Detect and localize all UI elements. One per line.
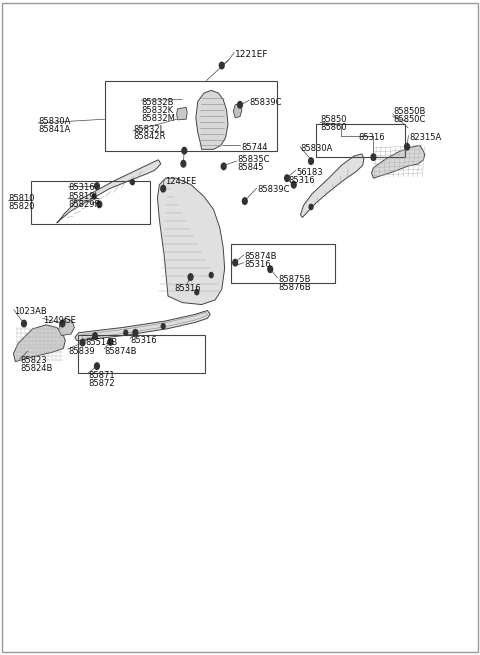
Text: 85819L: 85819L <box>68 192 99 201</box>
Text: 85842R: 85842R <box>133 132 166 141</box>
Text: 85316: 85316 <box>358 133 384 142</box>
Polygon shape <box>300 154 364 217</box>
Text: 85316: 85316 <box>68 183 95 193</box>
Text: 85316: 85316 <box>131 336 157 345</box>
Circle shape <box>95 183 99 189</box>
Text: 85832L: 85832L <box>133 124 165 134</box>
Text: 85850: 85850 <box>321 115 347 124</box>
Polygon shape <box>372 145 425 178</box>
Circle shape <box>233 259 238 266</box>
Bar <box>316 124 405 157</box>
Text: 85839C: 85839C <box>257 185 290 195</box>
Polygon shape <box>75 310 210 341</box>
Circle shape <box>108 339 113 345</box>
Text: 85823: 85823 <box>20 356 47 365</box>
Polygon shape <box>57 160 161 223</box>
Circle shape <box>238 102 242 108</box>
Text: 85875B: 85875B <box>278 275 311 284</box>
Circle shape <box>181 160 186 167</box>
Text: 85316: 85316 <box>245 260 271 269</box>
Text: 85850C: 85850C <box>394 115 426 124</box>
Text: 85810: 85810 <box>9 194 35 203</box>
Text: 85316: 85316 <box>174 284 201 293</box>
Circle shape <box>124 330 128 335</box>
Circle shape <box>371 154 376 160</box>
Text: 85874B: 85874B <box>245 252 277 261</box>
Circle shape <box>92 194 96 199</box>
Circle shape <box>133 329 138 336</box>
Text: 85514B: 85514B <box>85 338 118 347</box>
Text: 85830A: 85830A <box>38 117 71 126</box>
Circle shape <box>97 201 102 208</box>
Text: 85824B: 85824B <box>20 364 52 373</box>
Bar <box>231 244 335 283</box>
Bar <box>105 81 277 151</box>
Circle shape <box>285 175 289 181</box>
Circle shape <box>22 320 26 327</box>
Circle shape <box>195 290 199 295</box>
Text: 85820: 85820 <box>9 202 35 211</box>
Text: 85845: 85845 <box>237 162 264 172</box>
Text: 82315A: 82315A <box>409 133 441 142</box>
Polygon shape <box>157 178 225 305</box>
Polygon shape <box>196 90 228 149</box>
Text: 85871: 85871 <box>88 371 115 380</box>
Polygon shape <box>13 325 65 362</box>
Text: 85744: 85744 <box>241 143 267 152</box>
Text: 85839: 85839 <box>68 346 95 356</box>
Circle shape <box>182 147 187 154</box>
Text: 85835C: 85835C <box>237 155 270 164</box>
Text: 1023AB: 1023AB <box>14 307 47 316</box>
Circle shape <box>188 274 193 280</box>
Circle shape <box>405 143 409 150</box>
Circle shape <box>93 333 97 339</box>
Text: 85830A: 85830A <box>300 144 333 153</box>
Circle shape <box>209 272 213 278</box>
Circle shape <box>161 324 165 329</box>
Circle shape <box>131 179 134 185</box>
Circle shape <box>221 163 226 170</box>
Circle shape <box>309 204 313 210</box>
Polygon shape <box>177 107 187 120</box>
Text: 85874B: 85874B <box>105 346 137 356</box>
Circle shape <box>95 363 99 369</box>
Circle shape <box>291 181 296 188</box>
Text: 1243FE: 1243FE <box>165 177 196 186</box>
Text: 85841A: 85841A <box>38 124 71 134</box>
Text: 85829R: 85829R <box>68 200 100 209</box>
Text: 85316: 85316 <box>288 176 315 185</box>
Text: 85850B: 85850B <box>394 107 426 116</box>
Bar <box>31 181 150 224</box>
Text: 85872: 85872 <box>88 379 115 388</box>
Polygon shape <box>233 103 242 118</box>
Circle shape <box>268 266 273 272</box>
Text: 85832B: 85832B <box>142 98 174 107</box>
Bar <box>78 335 205 373</box>
Polygon shape <box>59 318 74 335</box>
Text: 85860: 85860 <box>321 123 347 132</box>
Circle shape <box>219 62 224 69</box>
Circle shape <box>161 185 166 192</box>
Text: 85832M: 85832M <box>142 114 176 123</box>
Circle shape <box>242 198 247 204</box>
Circle shape <box>60 320 65 327</box>
Text: 85876B: 85876B <box>278 283 311 292</box>
FancyBboxPatch shape <box>2 3 478 652</box>
Text: 56183: 56183 <box>296 168 323 177</box>
Text: 85839C: 85839C <box>250 98 282 107</box>
Circle shape <box>309 158 313 164</box>
Circle shape <box>80 339 85 346</box>
Text: 1221EF: 1221EF <box>235 50 269 59</box>
Text: 1249GE: 1249GE <box>43 316 76 325</box>
Text: 85832K: 85832K <box>142 106 174 115</box>
